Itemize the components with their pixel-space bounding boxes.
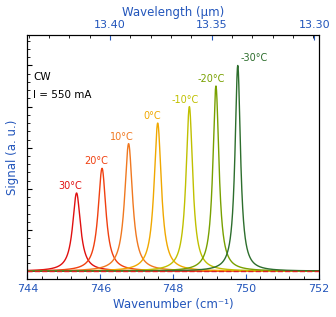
Text: -20°C: -20°C	[198, 74, 225, 84]
Text: 20°C: 20°C	[84, 156, 108, 166]
Text: 30°C: 30°C	[58, 181, 82, 191]
Y-axis label: Signal (a. u.): Signal (a. u.)	[6, 119, 18, 195]
Text: -30°C: -30°C	[241, 53, 268, 63]
X-axis label: Wavenumber (cm⁻¹): Wavenumber (cm⁻¹)	[113, 298, 233, 311]
Text: 0°C: 0°C	[143, 111, 161, 121]
Text: 10°C: 10°C	[111, 132, 134, 142]
Text: -10°C: -10°C	[171, 94, 199, 105]
Text: I = 550 mA: I = 550 mA	[33, 90, 91, 100]
Text: CW: CW	[33, 72, 50, 81]
X-axis label: Wavelength (µm): Wavelength (µm)	[122, 6, 224, 19]
